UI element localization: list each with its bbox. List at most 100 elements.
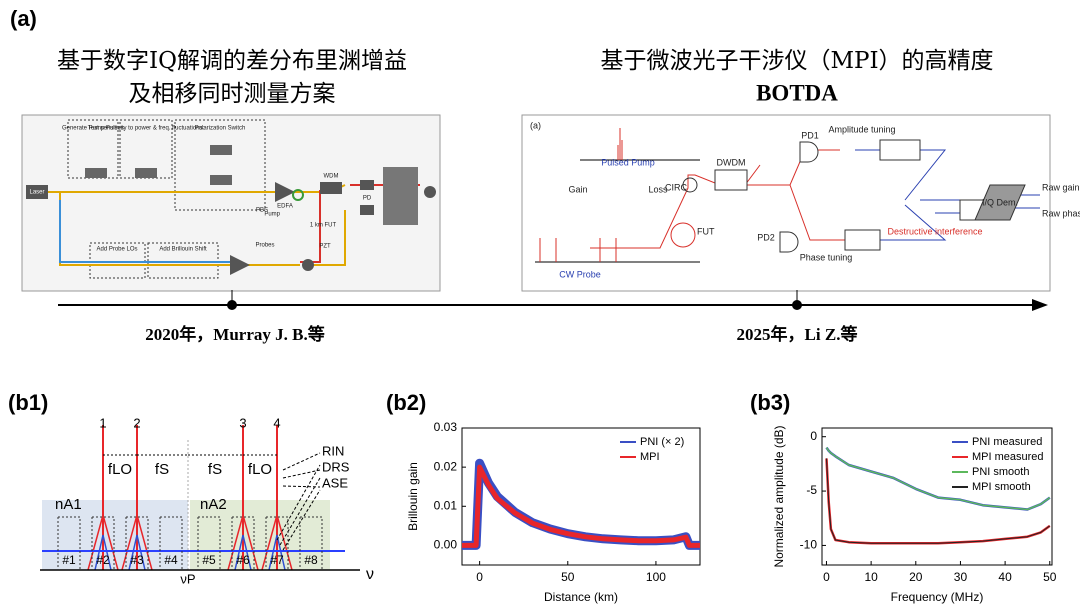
label: Pulsed Pump: [601, 157, 655, 167]
x-tick-label: 10: [864, 570, 878, 584]
label: PD2: [757, 232, 775, 242]
x-tick-label: 0: [476, 570, 483, 584]
caption: 2020年，Murray J. B.等: [145, 324, 324, 344]
y-tick-label: 0: [810, 429, 817, 443]
y-axis-label: Normalized amplitude (dB): [772, 425, 786, 567]
label: 4: [273, 415, 280, 430]
bin-label: #8: [304, 553, 318, 567]
y-tick-label: 0.02: [434, 459, 458, 473]
bin-label: #6: [236, 553, 250, 567]
label: fS: [155, 461, 169, 478]
panel-label: (b3): [750, 390, 790, 415]
label: PZT: [319, 244, 331, 250]
y-tick-label: -10: [800, 538, 818, 552]
caption: 2025年，Li Z.等: [737, 324, 858, 344]
x-tick-label: 30: [954, 570, 968, 584]
left-schematic: Generate Pump Pulses Test sensitivity to…: [21, 114, 441, 292]
label: PD: [363, 196, 372, 202]
label: PBS: [256, 208, 268, 214]
label: Laser: [29, 190, 44, 196]
label: 1 km FUT: [310, 223, 337, 229]
label: DRS: [322, 459, 350, 474]
label: Polarization Switch: [195, 126, 246, 132]
legend-label: MPI: [640, 451, 660, 463]
label: EDFA: [277, 204, 293, 210]
bin-label: #7: [270, 553, 284, 567]
label: ASE: [322, 475, 348, 490]
label: fLO: [248, 461, 272, 478]
label: (a): [530, 120, 541, 130]
x-axis-label: Frequency (MHz): [891, 590, 984, 604]
label: 2: [133, 415, 140, 430]
y-tick-label: 0.03: [434, 420, 458, 434]
title: 基于数字IQ解调的差分布里渊增益: [57, 48, 407, 74]
label: Loss: [648, 184, 668, 194]
x-tick-label: 50: [1043, 570, 1057, 584]
bin-label: #3: [130, 553, 144, 567]
timeline-dot: [792, 300, 802, 310]
label: Pump: [264, 212, 280, 218]
label: Test sensitivity to power & freq. fluctu…: [88, 126, 205, 132]
title: 及相移同时测量方案: [129, 81, 336, 107]
label: DWDM: [717, 157, 746, 167]
bin-labels: #1 #2 #3 #4 #5 #6 #7 #8: [62, 553, 318, 567]
bin-label: #5: [202, 553, 216, 567]
title: BOTDA: [756, 80, 838, 105]
x-tick-label: 20: [909, 570, 923, 584]
x-tick-label: 50: [561, 570, 575, 584]
bin-label: #2: [96, 553, 110, 567]
legend-label: PNI (× 2): [640, 436, 684, 448]
x-tick-label: 0: [823, 570, 830, 584]
bin-label: #1: [62, 553, 76, 567]
legend-label: PNI measured: [972, 436, 1042, 448]
panel-label: (b1): [8, 390, 48, 415]
label: WDM: [324, 174, 339, 180]
label: RIN: [322, 443, 344, 458]
x-axis-label: Distance (km): [544, 590, 618, 604]
label: fLO: [108, 461, 132, 478]
bin-label: #4: [164, 553, 178, 567]
legend-label: MPI smooth: [972, 481, 1031, 493]
series-line: [825, 447, 1051, 511]
label: Gain: [568, 184, 587, 194]
label: FUT: [697, 226, 715, 236]
label: Raw phase: [1042, 208, 1080, 218]
legend-label: PNI smooth: [972, 466, 1029, 478]
label: fS: [208, 461, 222, 478]
label: 1: [99, 415, 106, 430]
label: Add Brillouin Shift: [159, 247, 207, 253]
y-axis-label: Brillouin gain: [406, 462, 420, 531]
y-tick-label: 0.00: [434, 538, 458, 552]
legend-label: MPI measured: [972, 451, 1044, 463]
label: Add Probe LOs: [96, 247, 137, 253]
y-tick-label: 0.01: [434, 498, 458, 512]
panel-label: (b2): [386, 390, 426, 415]
label: CW Probe: [559, 269, 601, 279]
panel-label: (a): [10, 6, 37, 31]
x-tick-label: 100: [646, 570, 666, 584]
label: νP: [180, 571, 195, 586]
title: 基于微波光子干涉仪（MPI）的高精度: [600, 48, 993, 74]
arrowhead: [1032, 299, 1048, 311]
series-line: [826, 458, 1051, 544]
label: Generate Pump Pulses: [62, 126, 124, 132]
y-tick-label: -5: [806, 483, 817, 497]
label: Probes: [255, 243, 274, 249]
timeline-dot: [227, 300, 237, 310]
x-tick-label: 40: [998, 570, 1012, 584]
label: ν: [366, 566, 374, 583]
label: Amplitude tuning: [828, 124, 895, 134]
label: nA2: [200, 496, 227, 513]
b1-diagram: (b1) 1 2 3 4 fLO fS fS fLO RIN DRS ASE n…: [8, 390, 374, 587]
label: Raw gain: [1042, 182, 1080, 192]
label: PD1: [801, 130, 819, 140]
series-line: [462, 464, 700, 548]
label: Destructive interference: [887, 226, 982, 236]
label: nA1: [55, 496, 82, 513]
right-schematic: (a) Pulsed Pump Gain Loss CIRC FUT DWDM …: [521, 114, 1080, 292]
label: CIRC: [665, 182, 687, 192]
label: Phase tuning: [800, 252, 853, 262]
label: 3: [239, 415, 246, 430]
label: I/Q Dem.: [982, 197, 1018, 207]
